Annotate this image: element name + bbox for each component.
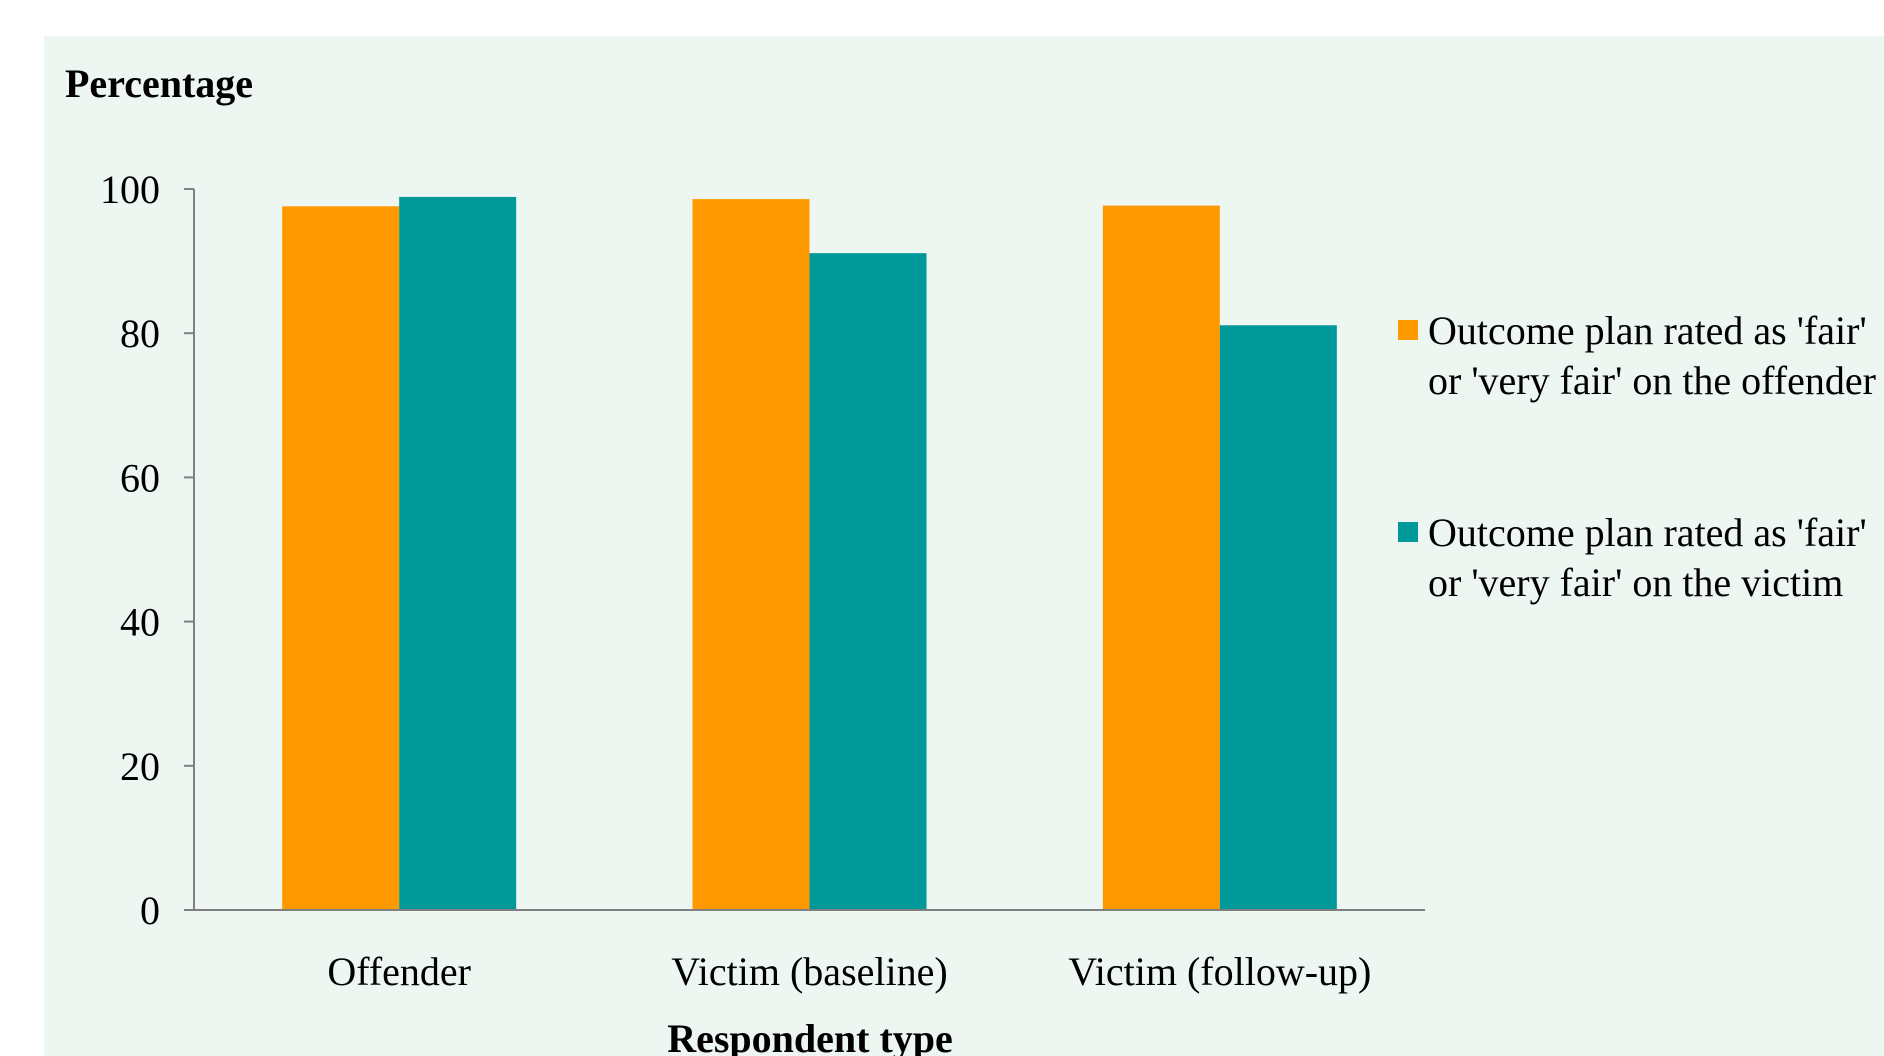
legend-label: Outcome plan rated as 'fair' [1428,510,1867,555]
x-axis-tick-labels: Offender Victim (baseline) Victim (follow-… [327,949,1371,994]
y-tick-label: 20 [120,744,160,789]
y-axis-ticks: 0 20 40 60 80 100 [100,167,194,933]
bar-offender-rating-1 [692,199,810,910]
y-tick-label: 0 [140,888,160,933]
y-tick-label: 80 [120,311,160,356]
bar-offender-rating-2 [1102,205,1220,910]
legend: Outcome plan rated as 'fair' or 'very fai… [1398,308,1876,605]
y-tick-label: 40 [120,600,160,645]
legend-label: or 'very fair' on the victim [1428,560,1843,605]
legend-swatch [1398,522,1418,542]
x-tick-label: Victim (baseline) [671,949,947,994]
bar-victim-rating-1 [809,253,927,910]
x-tick-label: Offender [327,949,471,994]
bar-victim-rating-0 [399,196,517,910]
y-axis-title: Percentage [65,61,253,106]
bar-victim-rating-2 [1219,325,1337,910]
x-axis-title: Respondent type [667,1016,953,1056]
legend-label: Outcome plan rated as 'fair' [1428,308,1867,353]
bar-offender-rating-0 [282,206,400,910]
y-tick-label: 100 [100,167,160,212]
legend-label: or 'very fair' on the offender [1428,358,1876,403]
bars [282,196,1337,910]
x-tick-label: Victim (follow-up) [1068,949,1371,994]
y-tick-label: 60 [120,455,160,500]
legend-swatch [1398,320,1418,340]
